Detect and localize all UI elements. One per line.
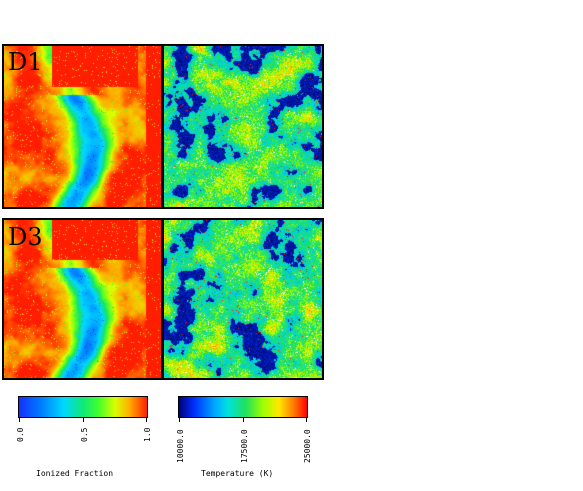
panel-d3-label: D3 xyxy=(8,223,43,251)
temperature-tick-0 xyxy=(179,418,180,422)
ionized-tick-0 xyxy=(19,418,20,422)
panel-d1-temperature-map xyxy=(162,44,324,209)
temperature-tick-label-0: 10000.0 xyxy=(176,429,185,463)
panel-d1-ionized-map xyxy=(2,44,163,209)
temperature-title: Temperature (K) xyxy=(201,469,274,478)
panel-d3-temperature-map xyxy=(162,218,324,380)
temperature-tick-2 xyxy=(306,418,307,422)
temperature-tick-1 xyxy=(243,418,244,422)
temperature-colorbar xyxy=(178,396,308,418)
temperature-tick-label-2: 25000.0 xyxy=(303,429,312,463)
ionized-tick-2 xyxy=(146,418,147,422)
ionized-fraction-title: Ionized Fraction xyxy=(36,469,114,478)
ionized-tick-1 xyxy=(83,418,84,422)
ionized-tick-label-0: 0.0 xyxy=(16,427,25,442)
panel-d1-label: D1 xyxy=(8,48,43,76)
temperature-tick-label-1: 17500.0 xyxy=(240,429,249,463)
ionized-tick-label-2: 1.0 xyxy=(143,427,152,442)
ionized-tick-label-1: 0.5 xyxy=(80,427,89,442)
panel-d3-ionized-map xyxy=(2,218,163,380)
ionized-fraction-colorbar xyxy=(18,396,148,418)
